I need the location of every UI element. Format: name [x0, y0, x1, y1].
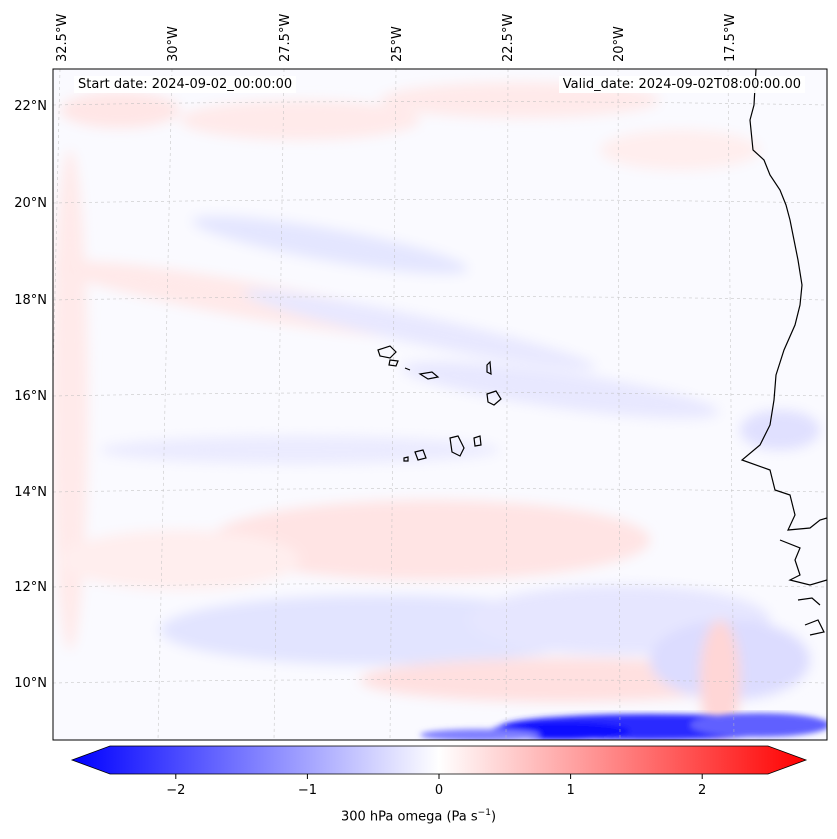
island-maio: [473, 435, 482, 447]
colorbar-tick-label: 0: [435, 783, 443, 798]
colorbar: −2 −1 0 1 2: [70, 745, 808, 798]
colorbar-tick-label: 2: [698, 783, 706, 798]
lon-label: 20°W: [612, 26, 627, 62]
island-brava: [403, 456, 409, 462]
colorbar-label: 300 hPa omega (Pa s−1): [0, 808, 837, 824]
island-sao-vicente: [388, 359, 399, 367]
lat-label: 20°N: [14, 196, 47, 211]
african-coastline: [740, 69, 827, 636]
lon-label: 17.5°W: [723, 14, 738, 62]
island-santo-antao: [377, 345, 397, 359]
island-santiago: [449, 435, 465, 457]
colorbar-units: (Pa s: [446, 809, 478, 825]
longitude-labels: 32.5°W 30°W 27.5°W 25°W 22.5°W 20°W 17.5…: [55, 14, 738, 62]
valid-date-label: Valid_date: 2024-09-02T08:00:00.00: [558, 76, 805, 93]
island-sal: [486, 360, 492, 376]
colorbar-variable: 300 hPa omega: [340, 809, 443, 825]
coastlines: [377, 69, 827, 636]
lat-label: 16°N: [14, 389, 47, 404]
lat-label: 18°N: [14, 293, 47, 308]
latitude-labels: 22°N 20°N 18°N 16°N 14°N 12°N 10°N: [14, 99, 47, 691]
colorbar-units-close: ): [490, 809, 497, 825]
lon-label: 30°W: [166, 26, 181, 62]
colorbar-tick-label: −1: [298, 783, 317, 798]
island-sao-nicolau: [418, 371, 440, 380]
colorbar-ticks: −2 −1 0 1 2: [166, 774, 706, 798]
island-santa-luzia: [404, 367, 411, 371]
colorbar-tick-label: −2: [166, 783, 185, 798]
lat-label: 12°N: [14, 580, 47, 595]
omega-field: [53, 69, 827, 740]
start-date-label: Start date: 2024-09-02_00:00:00: [74, 76, 297, 93]
lon-label: 25°W: [390, 26, 405, 62]
lon-label: 22.5°W: [501, 14, 516, 62]
lat-label: 10°N: [14, 676, 47, 691]
island-fogo: [414, 449, 427, 461]
lat-label: 22°N: [14, 99, 47, 114]
lat-label: 14°N: [14, 485, 47, 500]
map-frame: [52, 68, 828, 741]
colorbar-units-exp: −1: [477, 808, 491, 818]
lon-label: 27.5°W: [278, 14, 293, 62]
colorbar-bar: [70, 745, 808, 775]
lon-label: 32.5°W: [55, 14, 70, 62]
colorbar-tick-label: 1: [566, 783, 574, 798]
island-boa-vista: [486, 390, 502, 406]
